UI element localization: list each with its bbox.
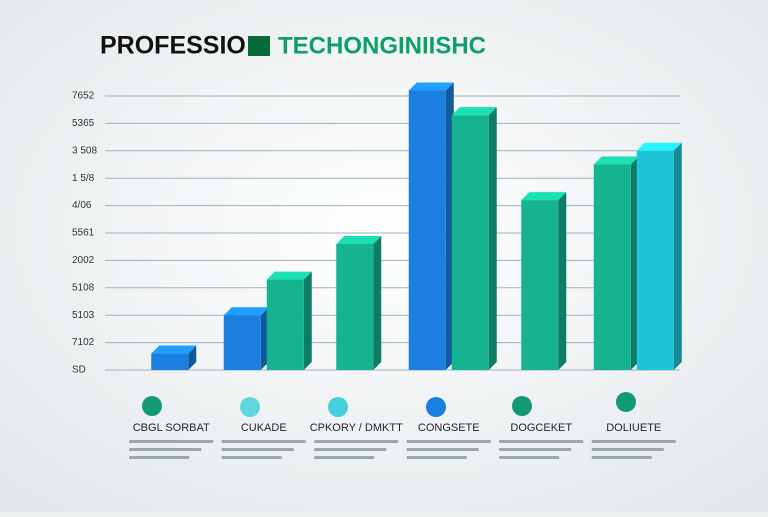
y-tick-label: 7652 — [72, 91, 95, 102]
bar-top — [223, 307, 269, 316]
caption-line — [314, 456, 375, 459]
x-tick-label: DOLIUETE — [606, 422, 661, 434]
caption-line — [314, 440, 399, 443]
bar-top — [408, 82, 454, 91]
caption-line — [591, 440, 676, 443]
legend-dot — [512, 396, 532, 416]
caption-line — [221, 456, 282, 459]
bar-side — [558, 192, 567, 370]
y-tick-label: 5103 — [72, 310, 95, 321]
caption-line — [499, 440, 584, 443]
bar-top — [336, 235, 382, 244]
bar — [223, 315, 261, 370]
bar-top — [451, 107, 497, 116]
bar-side — [488, 107, 497, 371]
legend-dot — [240, 397, 260, 417]
bar-top — [266, 271, 312, 280]
y-tick-label: 7102 — [72, 337, 95, 348]
bar-side — [673, 142, 682, 370]
x-tick-label: CUKADE — [241, 422, 287, 434]
bar — [266, 279, 304, 370]
bar-side — [188, 345, 197, 370]
bar-top — [521, 192, 567, 201]
bar-top — [151, 345, 197, 354]
legend — [142, 392, 636, 417]
y-tick-label: 5365 — [72, 118, 95, 129]
bar — [521, 200, 559, 370]
y-tick-label: 5561 — [72, 228, 95, 239]
caption-line — [499, 456, 560, 459]
caption-line — [129, 448, 202, 451]
chart-title-accent: TECHONGINIISHC — [278, 32, 486, 59]
legend-dot — [616, 392, 636, 412]
caption-line — [221, 448, 294, 451]
caption-line — [591, 448, 664, 451]
bar — [593, 164, 631, 370]
y-tick-label: 4/06 — [72, 200, 92, 211]
caption-line — [499, 448, 572, 451]
x-tick-label: CPKORY / DMKTT — [310, 422, 403, 434]
chart-title: PROFESSIO — [100, 32, 246, 60]
y-tick-label: 5108 — [72, 282, 95, 293]
x-tick-label: CONGSETE — [418, 422, 480, 434]
title-icon — [248, 36, 270, 56]
y-tick-label: 1 5/8 — [72, 173, 95, 184]
x-tick-label: DOGCEKET — [510, 422, 572, 434]
bar-side — [373, 235, 382, 370]
bar — [451, 115, 489, 371]
legend-dot — [328, 397, 348, 417]
y-tick-label: 3 508 — [72, 145, 97, 156]
bar — [336, 243, 374, 370]
legend-dot — [142, 396, 162, 416]
caption-line — [591, 456, 652, 459]
bar-top — [636, 142, 682, 151]
y-tick-label: 2002 — [72, 255, 95, 266]
bar-top — [593, 156, 639, 165]
bar — [408, 90, 446, 371]
bar-side — [303, 271, 312, 370]
caption-line — [406, 440, 491, 443]
caption-line — [129, 456, 190, 459]
bar — [636, 150, 674, 370]
caption-line — [406, 456, 467, 459]
caption-line — [406, 448, 479, 451]
legend-dot — [426, 397, 446, 417]
y-tick-label: SD — [72, 365, 86, 376]
caption-line — [129, 440, 214, 443]
caption-line — [221, 440, 306, 443]
x-tick-label: CBGL SORBAT — [133, 422, 210, 434]
caption-line — [314, 448, 387, 451]
bar — [151, 353, 189, 370]
